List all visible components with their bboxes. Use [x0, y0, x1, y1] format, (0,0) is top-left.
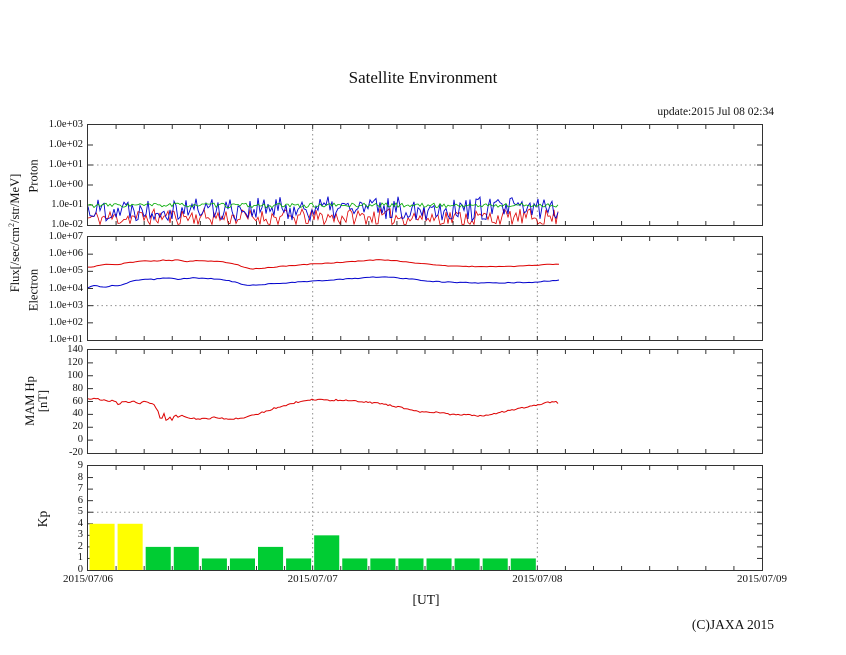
y-tick-label: 1.0e+03: [48, 299, 83, 311]
x-tick-label: 2015/07/08: [512, 573, 563, 585]
y-tick-label: 20: [72, 421, 84, 433]
mam-hp-red-line: [88, 397, 559, 422]
y-tick-label: 1.0e+00: [48, 179, 83, 190]
y-tick-label: 9: [77, 460, 83, 471]
y-tick-label: 100: [67, 369, 83, 381]
y-tick-label: 1: [77, 552, 83, 564]
proton-flux-panel: [87, 124, 763, 226]
proton-flux-canvas: [88, 125, 762, 225]
proton-red-line: [88, 207, 559, 225]
chart-title: Satellite Environment: [348, 68, 498, 87]
kp-bar: [229, 558, 255, 570]
electron-flux-panel: [87, 236, 763, 341]
y-tick-label: 1.0e+06: [48, 248, 83, 260]
kp-panel: [87, 465, 763, 571]
kp-bar: [454, 558, 480, 570]
y-tick-label: 4: [77, 517, 83, 529]
kp-bar: [314, 535, 340, 570]
y-tick-label: 40: [72, 408, 84, 420]
y-tick-label: -20: [69, 447, 83, 458]
y-tick-label: 1.0e+04: [48, 282, 83, 294]
electron-blue-line: [88, 276, 560, 289]
mam-hp-panel: [87, 349, 763, 454]
proton-blue-line: [88, 195, 559, 223]
kp-bar: [117, 523, 143, 570]
y-tick-label: 80: [72, 382, 84, 394]
y-tick-label: 3: [77, 529, 83, 541]
y-tick-label: 2: [77, 540, 83, 552]
y-tick-label: 1.0e-02: [51, 219, 83, 230]
y-tick-label: 1.0e+01: [48, 159, 83, 170]
y-tick-label: 0: [77, 434, 83, 446]
x-axis-unit-label: [UT]: [412, 592, 440, 607]
electron-flux-canvas: [88, 237, 762, 340]
kp-bar: [510, 558, 536, 570]
copyright-label: (C)JAXA 2015: [691, 617, 774, 632]
proton-green-line: [88, 202, 559, 209]
kp-bar: [258, 546, 284, 570]
kp-bar: [145, 546, 171, 570]
y-tick-label: 8: [77, 471, 83, 483]
mam-hp-canvas: [88, 350, 762, 453]
kp-bar: [89, 523, 115, 570]
y-tick-label: 1.0e+05: [48, 265, 83, 277]
y-tick-label: 1.0e-01: [51, 199, 83, 210]
y-tick-label: 140: [67, 344, 83, 355]
electron-red-line: [88, 259, 560, 270]
update-timestamp: update:2015 Jul 08 02:34: [657, 106, 774, 118]
y-tick-label: 0: [77, 564, 83, 575]
y-tick-label: 7: [77, 483, 83, 495]
y-tick-label: 60: [72, 395, 84, 407]
y-tick-label: 1.0e+02: [48, 139, 83, 150]
y-tick-label: 120: [67, 356, 83, 368]
kp-bar: [173, 546, 199, 570]
x-tick-label: 2015/07/06: [62, 573, 114, 585]
y-tick-label: 1.0e+01: [48, 334, 83, 345]
kp-bar: [426, 558, 452, 570]
kp-bar: [201, 558, 227, 570]
y-tick-label: 1.0e+03: [48, 119, 83, 130]
y-tick-label: 6: [77, 494, 83, 506]
y-tick-label: 5: [77, 506, 83, 518]
kp-bar: [482, 558, 508, 570]
kp-bar: [398, 558, 424, 570]
kp-index-canvas: [88, 466, 762, 570]
kp-bar: [286, 558, 312, 570]
y-tick-label: 1.0e+02: [48, 316, 83, 328]
x-tick-label: 2015/07/07: [287, 573, 338, 585]
y-tick-label: 1.0e+07: [48, 231, 83, 242]
kp-bar: [342, 558, 368, 570]
kp-bar: [370, 558, 396, 570]
x-tick-label: 2015/07/09: [736, 573, 788, 585]
flux-superscript: 2: [6, 223, 16, 228]
